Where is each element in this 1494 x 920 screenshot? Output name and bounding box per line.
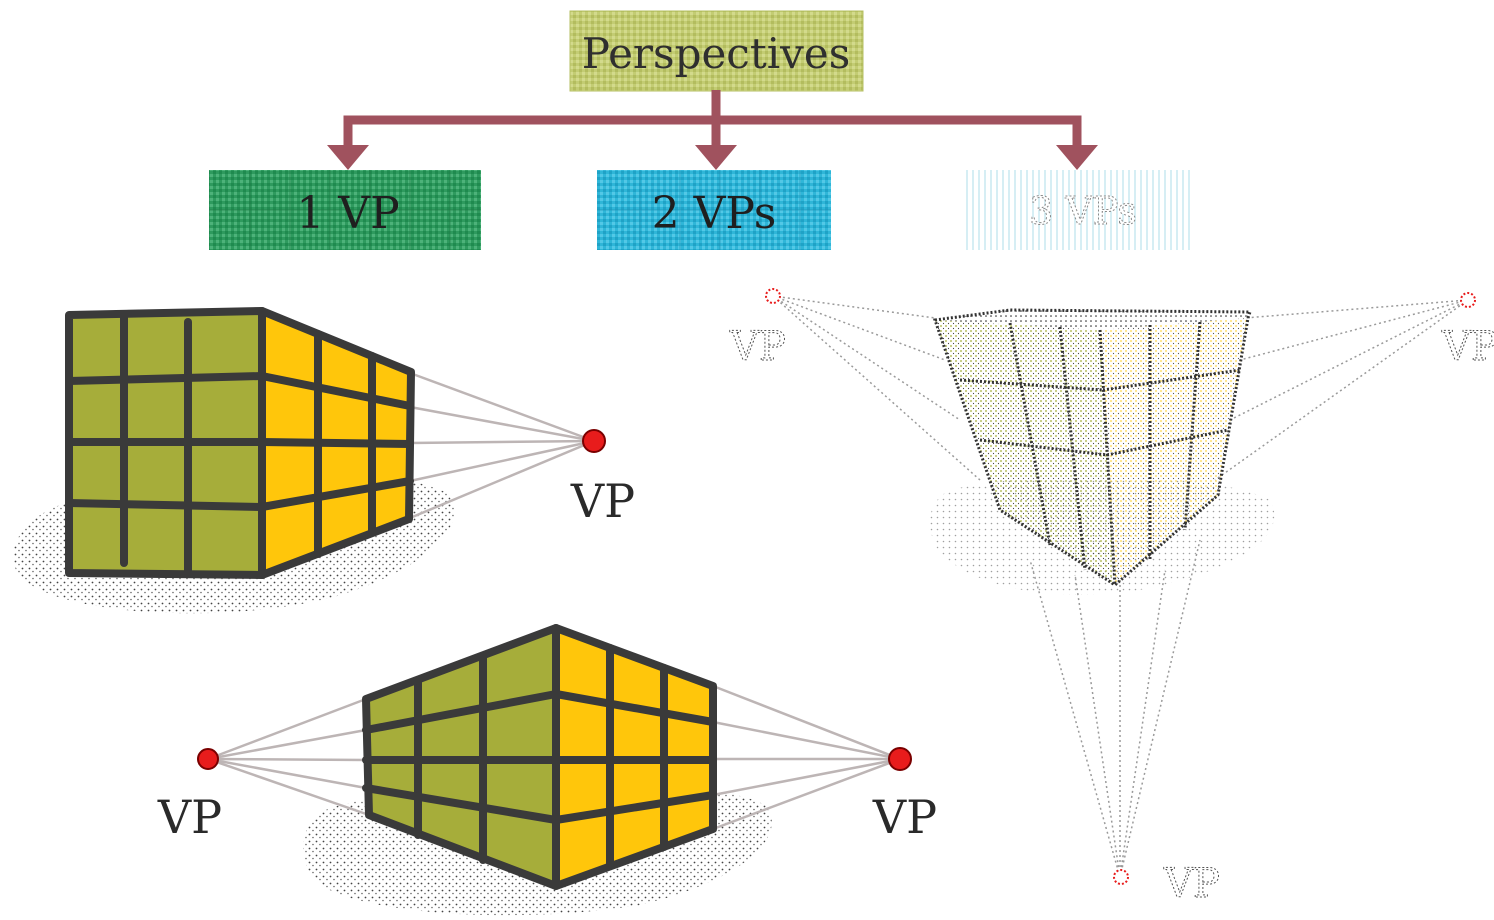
vp-label-3vps-left: VP: [729, 324, 786, 370]
vp-label-2vps-right: VP: [872, 790, 937, 844]
vp-dot-2vps-left: [197, 748, 219, 770]
title-node: Perspectives: [569, 10, 864, 92]
cube-3vps-rays: [772, 295, 1469, 878]
arrow-to-2vps-icon: [695, 145, 737, 170]
cube-3vps-left-face: [935, 320, 1115, 585]
arrow-to-1vp-icon: [327, 145, 369, 170]
cube-3vps-outline: [932, 308, 1253, 587]
cube-2vps-grid: [362, 624, 717, 890]
category-1vp: 1 VP: [209, 170, 481, 250]
vp-dot-1vp: [582, 429, 606, 453]
three-point-cube-illustration: VP VP VP: [729, 288, 1494, 908]
cube-3vps-right-face: [1100, 318, 1248, 585]
vp-dot-3vps-bottom: [1113, 869, 1129, 885]
category-2vps: 2 VPs: [597, 170, 831, 250]
one-point-cube-illustration: VP: [12, 307, 635, 614]
vp-label-2vps-left: VP: [157, 790, 222, 844]
tree-connector: [343, 90, 1082, 150]
cube-2vps-rays: [207, 684, 901, 831]
category-3vps-label: 3 VPs: [1029, 189, 1137, 233]
two-point-cube-illustration: VP VP: [157, 624, 937, 916]
vp-label-1vp: VP: [570, 474, 635, 528]
vp-dot-2vps-right: [888, 747, 912, 771]
vp-label-3vps-right: VP: [1441, 324, 1494, 370]
category-1vp-label: 1 VP: [296, 188, 399, 239]
vp-dot-3vps-right: [1460, 292, 1476, 308]
category-3vps: 3 VPs: [962, 170, 1194, 250]
connector-arrowheads: [327, 145, 1098, 170]
cube-1vp-grid: [65, 307, 415, 579]
vp-dot-3vps-left: [765, 288, 781, 304]
vp-label-3vps-bottom: VP: [1163, 861, 1220, 907]
arrow-to-3vps-icon: [1056, 145, 1098, 170]
title-text: Perspectives: [582, 29, 851, 78]
category-2vps-label: 2 VPs: [652, 188, 777, 239]
cube-3vps-top-face: [935, 310, 1250, 330]
cube-1vp-rays: [409, 371, 595, 520]
